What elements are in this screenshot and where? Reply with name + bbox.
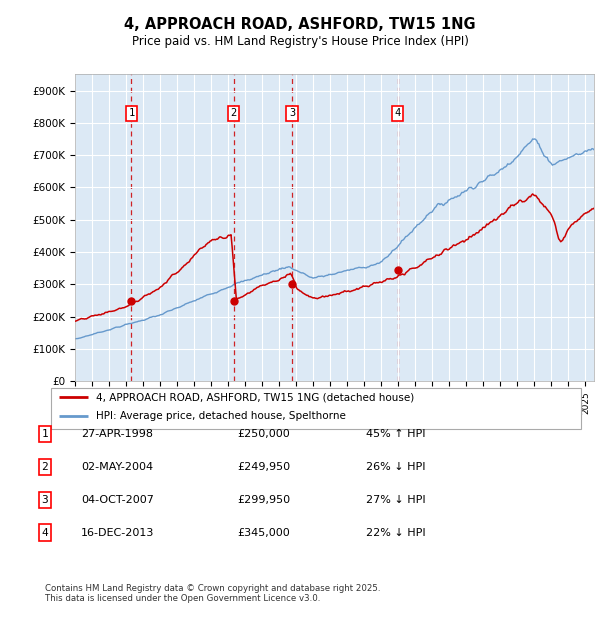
Text: 4, APPROACH ROAD, ASHFORD, TW15 1NG: 4, APPROACH ROAD, ASHFORD, TW15 1NG [124, 17, 476, 32]
Text: 22% ↓ HPI: 22% ↓ HPI [366, 528, 425, 538]
Text: 04-OCT-2007: 04-OCT-2007 [81, 495, 154, 505]
Text: £345,000: £345,000 [237, 528, 290, 538]
FancyBboxPatch shape [50, 389, 581, 428]
Text: Price paid vs. HM Land Registry's House Price Index (HPI): Price paid vs. HM Land Registry's House … [131, 35, 469, 48]
Text: 4: 4 [395, 108, 401, 118]
Text: 3: 3 [41, 495, 49, 505]
Text: 2: 2 [41, 462, 49, 472]
Text: HPI: Average price, detached house, Spelthorne: HPI: Average price, detached house, Spel… [97, 411, 346, 421]
Text: £299,950: £299,950 [237, 495, 290, 505]
Text: 1: 1 [128, 108, 134, 118]
Text: 2: 2 [230, 108, 237, 118]
Text: 27% ↓ HPI: 27% ↓ HPI [366, 495, 425, 505]
Text: 45% ↑ HPI: 45% ↑ HPI [366, 429, 425, 439]
Text: 02-MAY-2004: 02-MAY-2004 [81, 462, 153, 472]
Text: £249,950: £249,950 [237, 462, 290, 472]
Text: 27-APR-1998: 27-APR-1998 [81, 429, 153, 439]
Text: 4: 4 [41, 528, 49, 538]
Text: 26% ↓ HPI: 26% ↓ HPI [366, 462, 425, 472]
Text: 16-DEC-2013: 16-DEC-2013 [81, 528, 154, 538]
Text: £250,000: £250,000 [237, 429, 290, 439]
Text: 4, APPROACH ROAD, ASHFORD, TW15 1NG (detached house): 4, APPROACH ROAD, ASHFORD, TW15 1NG (det… [97, 392, 415, 402]
Text: 1: 1 [41, 429, 49, 439]
Text: Contains HM Land Registry data © Crown copyright and database right 2025.
This d: Contains HM Land Registry data © Crown c… [45, 584, 380, 603]
Text: 3: 3 [289, 108, 295, 118]
